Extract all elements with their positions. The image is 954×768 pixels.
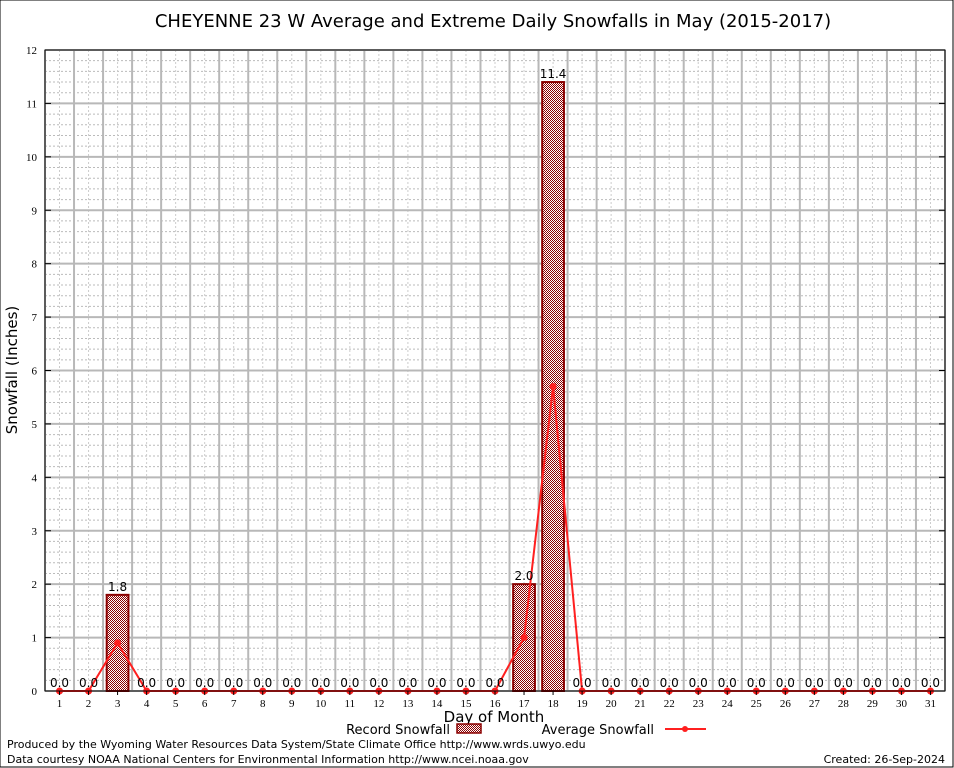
data-label-day-20: 0.0 [602,676,621,690]
x-tick-label: 22 [664,698,675,710]
y-tick-label: 5 [32,419,38,431]
x-tick-label: 15 [460,698,472,710]
y-tick-label: 3 [32,526,38,538]
y-tick-label: 7 [32,312,38,324]
data-label-day-19: 0.0 [573,676,592,690]
data-label-day-17: 2.0 [514,569,533,583]
x-tick-label: 9 [289,698,295,710]
legend-average-marker [682,726,688,732]
x-tick-label: 24 [722,698,734,710]
data-label-day-1: 0.0 [50,676,69,690]
data-label-day-11: 0.0 [340,676,359,690]
data-label-day-7: 0.0 [224,676,243,690]
data-label-day-13: 0.0 [398,676,417,690]
y-tick-label: 10 [26,152,38,164]
data-label-day-14: 0.0 [427,676,446,690]
x-tick-label: 2 [86,698,92,710]
x-tick-label: 14 [431,698,443,710]
data-label-day-16: 0.0 [485,676,504,690]
data-label-day-12: 0.0 [369,676,388,690]
data-label-day-4: 0.0 [137,676,156,690]
x-tick-label: 16 [490,698,502,710]
x-tick-label: 8 [260,698,266,710]
data-label-day-25: 0.0 [747,676,766,690]
x-tick-label: 18 [548,698,560,710]
average-point-day-3 [114,639,122,647]
x-tick-label: 17 [519,698,531,710]
data-label-day-3: 1.8 [108,580,127,594]
x-tick-label: 26 [780,698,792,710]
data-label-day-8: 0.0 [253,676,272,690]
x-axis-label: Day of Month [444,708,545,726]
y-tick-label: 11 [26,98,37,110]
x-tick-label: 21 [635,698,646,710]
x-tick-label: 13 [402,698,414,710]
data-label-day-27: 0.0 [805,676,824,690]
y-tick-label: 6 [32,366,38,378]
y-tick-label: 8 [32,259,38,271]
x-tick-label: 27 [809,698,821,710]
x-tick-label: 28 [838,698,850,710]
data-label-day-28: 0.0 [834,676,853,690]
chart-title: CHEYENNE 23 W Average and Extreme Daily … [155,11,831,32]
legend-record-label: Record Snowfall [346,723,450,738]
footer-produced-by: Produced by the Wyoming Water Resources … [7,738,586,751]
data-label-day-29: 0.0 [863,676,882,690]
data-label-day-18: 11.4 [540,67,567,81]
y-tick-label: 12 [26,45,37,57]
x-tick-label: 3 [115,698,121,710]
y-tick-label: 2 [32,579,38,591]
x-tick-label: 31 [925,698,936,710]
x-tick-label: 19 [577,698,589,710]
average-point-day-17 [520,634,528,642]
y-tick-label: 1 [32,633,38,645]
y-tick-label: 9 [32,205,38,217]
x-tick-label: 29 [867,698,879,710]
data-label-day-6: 0.0 [195,676,214,690]
data-label-day-2: 0.0 [79,676,98,690]
x-tick-label: 6 [202,698,208,710]
average-point-day-18 [549,383,557,391]
x-tick-label: 1 [57,698,63,710]
data-label-day-26: 0.0 [776,676,795,690]
legend-record-swatch [456,723,482,734]
x-tick-label: 5 [173,698,179,710]
x-tick-label: 20 [606,698,618,710]
y-tick-label: 4 [32,472,38,484]
data-label-day-10: 0.0 [311,676,330,690]
data-label-day-9: 0.0 [282,676,301,690]
x-tick-label: 11 [345,698,356,710]
x-tick-label: 10 [315,698,327,710]
y-axis-label: Snowfall (Inches) [3,306,21,434]
footer-created: Created: 26-Sep-2024 [823,753,945,766]
data-label-day-21: 0.0 [631,676,650,690]
data-label-day-23: 0.0 [689,676,708,690]
x-tick-label: 25 [751,698,763,710]
x-tick-label: 30 [896,698,908,710]
x-tick-label: 7 [231,698,237,710]
data-label-day-22: 0.0 [660,676,679,690]
data-label-day-15: 0.0 [456,676,475,690]
x-tick-label: 23 [693,698,705,710]
x-tick-label: 12 [373,698,384,710]
legend-average-label: Average Snowfall [542,723,654,738]
data-label-day-24: 0.0 [718,676,737,690]
y-tick-label: 0 [32,686,38,698]
data-label-day-30: 0.0 [892,676,911,690]
data-label-day-31: 0.0 [921,676,940,690]
data-label-day-5: 0.0 [166,676,185,690]
legend: Record Snowfall Average Snowfall [346,723,706,738]
x-tick-label: 4 [144,698,150,710]
footer-courtesy: Data courtesy NOAA National Centers for … [7,753,529,766]
